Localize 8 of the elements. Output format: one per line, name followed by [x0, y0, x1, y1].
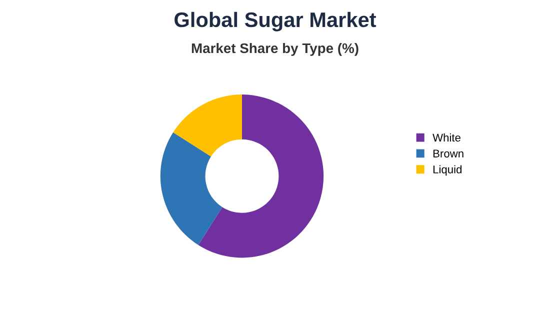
donut-slice — [198, 94, 324, 258]
chart-subtitle: Market Share by Type (%) — [192, 42, 358, 56]
legend-label: Brown — [433, 150, 464, 158]
chart-title: Global Sugar Market — [174, 12, 376, 32]
donut-slice — [173, 94, 242, 156]
donut-slice — [160, 132, 222, 246]
legend-label: White — [432, 133, 460, 142]
legend-label: Liquid — [433, 165, 462, 176]
